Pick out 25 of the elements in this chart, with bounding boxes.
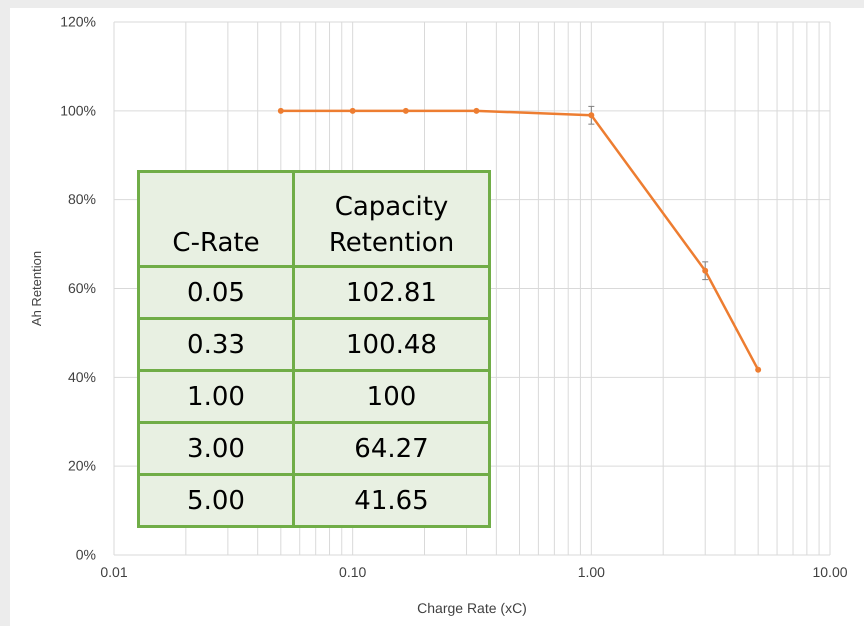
annotation: 1.00 (138, 370, 294, 422)
x-tick-label: 0.01 (100, 564, 128, 580)
annotation: 102.81 (294, 266, 490, 318)
annotation: Capacity Retention (294, 172, 490, 266)
annotation: 5.00 (138, 474, 294, 526)
annotation: 0.33 (138, 318, 294, 370)
y-tick-label: 0% (76, 546, 96, 562)
annotation: C-Rate (138, 172, 294, 266)
x-tick-label: 1.00 (578, 564, 606, 580)
y-tick-label: 60% (68, 280, 96, 296)
annotation: 100.48 (294, 318, 490, 370)
y-tick-label: 40% (68, 368, 96, 385)
x-axis-title: Charge Rate (xC) (417, 600, 527, 616)
y-tick-label: 120% (60, 13, 96, 30)
y-axis-title: Ah Retention (29, 250, 44, 326)
annotation: 41.65 (294, 474, 490, 526)
annotation: 3.00 (138, 422, 294, 474)
y-tick-label: 80% (68, 191, 96, 208)
x-tick-label: 10.00 (812, 564, 848, 580)
y-tick-label: 100% (60, 102, 96, 118)
annotation: 0.05 (138, 266, 294, 318)
x-tick-label: 0.10 (339, 564, 367, 580)
annotation: 100 (294, 370, 490, 422)
annotation: 64.27 (294, 422, 490, 474)
y-tick-label: 20% (68, 458, 96, 474)
